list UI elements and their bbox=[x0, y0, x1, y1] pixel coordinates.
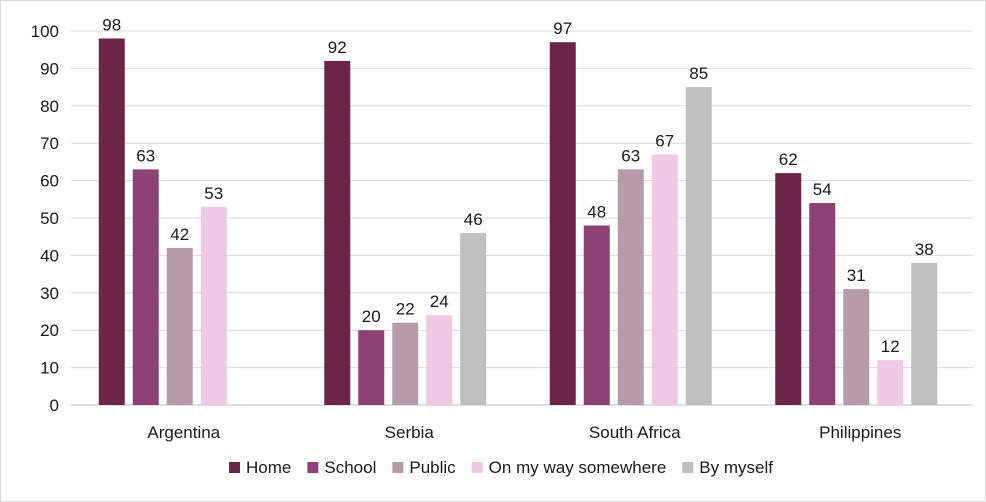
x-axis: Argentina Serbia South Africa Philippines bbox=[147, 423, 901, 442]
legend-label: School bbox=[324, 458, 376, 477]
y-tick-label: 0 bbox=[50, 396, 59, 415]
bar bbox=[132, 169, 159, 405]
x-tick-label: Philippines bbox=[819, 423, 901, 442]
data-label: 85 bbox=[689, 64, 708, 83]
legend-swatch bbox=[392, 462, 404, 473]
data-label: 97 bbox=[553, 19, 572, 38]
y-tick-label: 90 bbox=[40, 59, 59, 78]
x-tick-label: South Africa bbox=[589, 423, 681, 442]
data-label: 67 bbox=[655, 131, 674, 150]
bars bbox=[98, 38, 938, 406]
legend-label: On my way somewhere bbox=[489, 458, 667, 477]
bar bbox=[809, 203, 836, 405]
bar bbox=[583, 225, 610, 405]
legend-swatch bbox=[471, 462, 483, 473]
bar bbox=[651, 154, 678, 405]
data-label: 42 bbox=[170, 225, 189, 244]
data-label: 46 bbox=[464, 210, 483, 229]
bar bbox=[911, 262, 938, 405]
data-label: 98 bbox=[102, 15, 121, 34]
y-tick-label: 50 bbox=[40, 209, 59, 228]
legend-label: By myself bbox=[699, 458, 773, 477]
legend-swatch bbox=[307, 462, 319, 473]
bar bbox=[324, 60, 351, 406]
bar bbox=[843, 289, 870, 405]
bar bbox=[166, 247, 193, 405]
y-tick-label: 70 bbox=[40, 134, 59, 153]
y-tick-label: 40 bbox=[40, 246, 59, 265]
legend-label: Home bbox=[246, 458, 291, 477]
legend-swatch bbox=[229, 462, 241, 473]
legend-label: Public bbox=[409, 458, 456, 477]
y-tick-label: 10 bbox=[40, 359, 59, 378]
data-label: 63 bbox=[136, 146, 155, 165]
data-label: 62 bbox=[779, 150, 798, 169]
x-tick-label: Argentina bbox=[147, 423, 220, 442]
y-tick-label: 60 bbox=[40, 172, 59, 191]
bar bbox=[549, 42, 576, 405]
data-label: 38 bbox=[915, 240, 934, 259]
y-tick-label: 30 bbox=[40, 284, 59, 303]
bar bbox=[426, 315, 453, 405]
bar bbox=[877, 360, 904, 405]
data-labels: 98 63 42 53 92 20 22 24 46 97 48 63 67 85 62 54 31 12 38 bbox=[102, 15, 933, 356]
bar bbox=[617, 169, 644, 405]
data-label: 53 bbox=[204, 184, 223, 203]
bar bbox=[392, 322, 419, 405]
bar bbox=[358, 330, 385, 405]
data-label: 48 bbox=[587, 202, 606, 221]
bar bbox=[98, 38, 125, 405]
data-label: 12 bbox=[881, 337, 900, 356]
data-label: 92 bbox=[328, 38, 347, 57]
data-label: 22 bbox=[396, 300, 415, 319]
data-label: 24 bbox=[430, 292, 449, 311]
y-tick-label: 80 bbox=[40, 97, 59, 116]
bar bbox=[200, 206, 227, 405]
legend-swatch bbox=[682, 462, 694, 473]
bar bbox=[775, 173, 802, 405]
bar bbox=[685, 87, 712, 405]
y-tick-label: 20 bbox=[40, 321, 59, 340]
bar bbox=[460, 232, 487, 405]
data-label: 31 bbox=[847, 266, 866, 285]
data-label: 54 bbox=[813, 180, 832, 199]
data-label: 63 bbox=[621, 146, 640, 165]
data-label: 20 bbox=[362, 307, 381, 326]
y-tick-label: 100 bbox=[31, 22, 59, 41]
x-tick-label: Serbia bbox=[385, 423, 435, 442]
y-axis: 0 10 20 30 40 50 60 70 80 90 100 bbox=[31, 22, 973, 415]
legend: Home School Public On my way somewhere By my… bbox=[229, 458, 773, 477]
